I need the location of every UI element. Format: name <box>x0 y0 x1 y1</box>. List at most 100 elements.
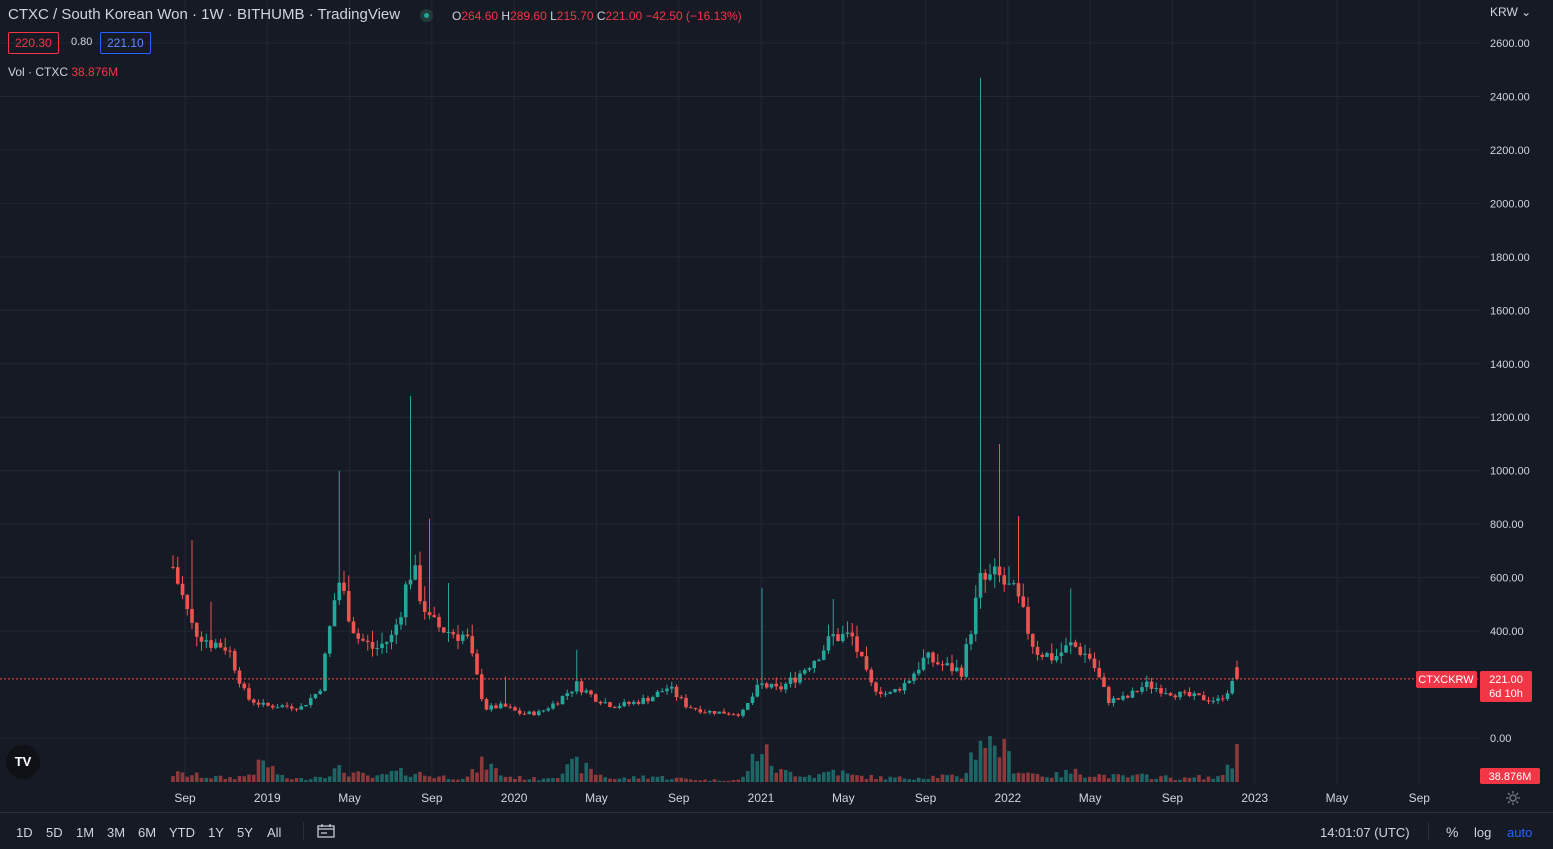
candle-body <box>736 714 741 716</box>
candle-body <box>313 693 318 699</box>
sell-button[interactable]: 220.30 <box>8 32 59 54</box>
candle-body <box>1026 606 1030 634</box>
timeframe-6m-button[interactable]: 6M <box>138 825 157 840</box>
timeframe-1y-button[interactable]: 1Y <box>208 825 224 840</box>
tradingview-logo[interactable]: TV <box>6 745 40 779</box>
candle-body <box>570 691 574 694</box>
volume-bar <box>470 768 475 782</box>
candle-body <box>342 582 346 591</box>
candle-body <box>418 565 422 602</box>
time-axis[interactable]: Sep 2019 May Sep 2020 May Sep 2021 May Sep 2022 May… <box>174 791 1430 805</box>
percent-scale-toggle[interactable]: % <box>1446 824 1459 840</box>
volume-bar <box>636 778 641 782</box>
volume-bar <box>688 779 693 782</box>
candle-body <box>432 615 437 617</box>
candle-body <box>926 652 931 658</box>
price-axis[interactable]: 2600.00 2400.00 2200.00 2000.00 1800.00 1600.… <box>1490 38 1530 745</box>
candle-body <box>1178 691 1182 698</box>
candle-body <box>874 682 878 692</box>
volume-bar <box>403 775 408 782</box>
timeframe-all-button[interactable]: All <box>267 825 282 840</box>
candle-body <box>973 597 978 635</box>
volume-bar <box>992 745 997 782</box>
candle-body <box>836 634 840 642</box>
candle-body <box>199 636 204 642</box>
candle-body <box>826 636 831 651</box>
candle-body <box>527 711 532 714</box>
volume-bar <box>589 768 593 782</box>
volume-bar <box>223 778 228 782</box>
candle-body <box>1159 688 1163 694</box>
currency-selector[interactable]: KRW ⌄ <box>1490 5 1531 19</box>
candle-body <box>574 681 579 692</box>
time-tick-label: 2020 <box>501 791 528 805</box>
volume-bar <box>1192 777 1197 782</box>
volume-bar <box>479 756 484 782</box>
time-tick-label: 2023 <box>1241 791 1268 805</box>
candle-body <box>403 584 408 618</box>
candle-body <box>954 667 959 672</box>
volume-bar <box>821 772 826 782</box>
volume-bar <box>669 779 674 782</box>
settings-gear-icon[interactable] <box>1505 790 1521 806</box>
candle-body <box>1092 658 1097 669</box>
date-range-icon[interactable] <box>317 824 335 838</box>
timeframe-5d-button[interactable]: 5D <box>46 825 63 840</box>
volume-bar <box>902 778 907 782</box>
candle-body <box>722 711 726 714</box>
volume-bar <box>774 772 779 782</box>
time-tick-label: Sep <box>421 791 443 805</box>
candle-body <box>921 657 926 670</box>
candle-body <box>1135 690 1140 692</box>
volume-bar <box>608 778 612 782</box>
candle-body <box>793 677 798 683</box>
candle-body <box>242 683 247 689</box>
timeframe-1d-button[interactable]: 1D <box>16 825 33 840</box>
volume-bar <box>1197 775 1201 782</box>
volume-bar <box>351 772 356 782</box>
volume-bar <box>346 776 351 782</box>
candle-body <box>361 638 365 641</box>
timeframe-3m-button[interactable]: 3M <box>107 825 126 840</box>
candle-body <box>992 566 997 575</box>
candle-body <box>1125 695 1130 698</box>
volume-bar <box>560 773 565 782</box>
price-tick-label: 2200.00 <box>1490 145 1530 157</box>
volume-bar <box>1068 773 1073 782</box>
candle-body <box>1168 693 1173 696</box>
candle-body <box>513 707 517 711</box>
volume-bar <box>275 774 280 782</box>
candle-body <box>489 705 494 710</box>
volume-bar <box>1154 778 1159 782</box>
candle-body <box>579 681 584 693</box>
candle-body <box>631 701 636 704</box>
candle-body <box>997 566 1002 576</box>
timeframe-ytd-button[interactable]: YTD <box>169 825 195 840</box>
volume-bar <box>555 778 560 782</box>
volume-bar <box>228 777 232 782</box>
buy-button[interactable]: 221.10 <box>100 32 151 54</box>
volume-bar <box>1087 776 1092 782</box>
volume-bar <box>840 770 845 782</box>
candle-body <box>232 650 237 671</box>
volume-legend[interactable]: Vol · CTXC 38.876M <box>8 65 118 79</box>
volume-bar <box>1049 777 1054 782</box>
volume-bar <box>997 757 1002 782</box>
timeframe-1m-button[interactable]: 1M <box>76 825 95 840</box>
market-status-icon[interactable] <box>420 9 433 22</box>
utc-clock[interactable]: 14:01:07 (UTC) <box>1320 825 1410 840</box>
high-value: 289.60 <box>510 9 547 23</box>
candle-body <box>589 690 593 695</box>
candle-body <box>807 668 812 671</box>
volume-bar <box>684 778 688 782</box>
symbol-title[interactable]: CTXC / South Korean Won · 1W · BITHUMB ·… <box>8 6 401 23</box>
auto-scale-toggle[interactable]: auto <box>1507 825 1533 840</box>
volume-bar <box>1102 774 1106 782</box>
time-tick-label: Sep <box>668 791 690 805</box>
volume-bar <box>1054 772 1059 782</box>
price-chart[interactable]: 2600.00 2400.00 2200.00 2000.00 1800.00 1600.… <box>0 0 1553 812</box>
volume-bar <box>883 779 888 782</box>
timeframe-5y-button[interactable]: 5Y <box>237 825 253 840</box>
candle-body <box>1187 691 1192 697</box>
log-scale-toggle[interactable]: log <box>1474 825 1492 840</box>
